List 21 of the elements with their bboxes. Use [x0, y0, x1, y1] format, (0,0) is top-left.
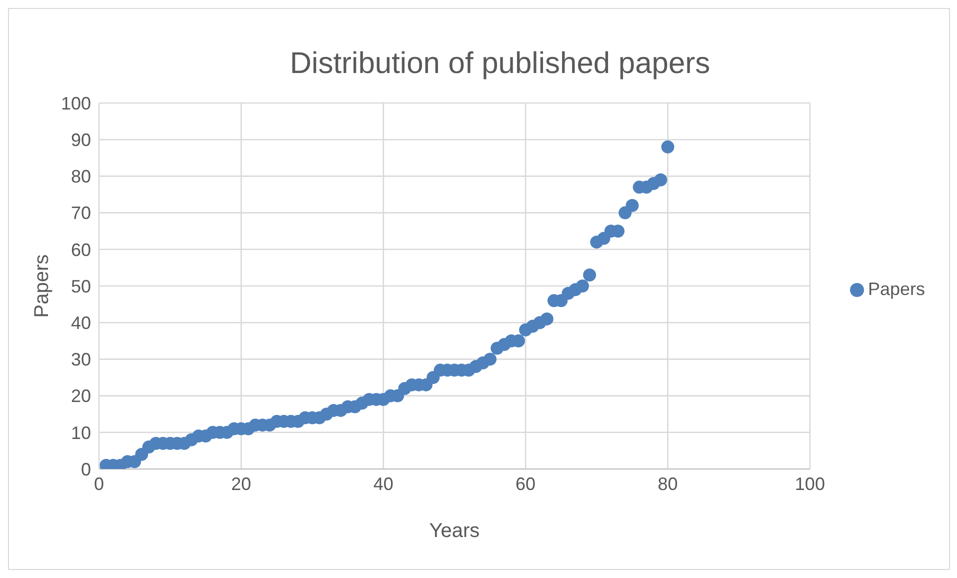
x-tick-label: 40 [373, 474, 394, 494]
y-tick-label: 90 [70, 130, 91, 150]
y-tick-label: 80 [70, 166, 91, 187]
y-tick-label: 20 [70, 386, 91, 406]
y-tick-label: 70 [70, 203, 91, 224]
x-tick-label: 100 [794, 474, 825, 494]
x-tick-label: 80 [658, 474, 678, 494]
y-tick-label: 30 [70, 350, 91, 370]
y-tick-label: 0 [80, 459, 91, 480]
x-tick-label: 60 [516, 474, 536, 494]
x-tick-label: 0 [94, 474, 104, 494]
y-tick-label: 50 [70, 276, 91, 296]
x-axis-title: Years [429, 520, 480, 542]
y-tick-label: 100 [60, 93, 91, 114]
chart-title: Distribution of published papers [288, 47, 712, 81]
y-tick-label: 40 [70, 312, 91, 333]
y-axis-title: Papers [31, 254, 54, 318]
y-tick-label: 60 [70, 240, 91, 260]
x-tick-label: 20 [231, 474, 252, 494]
legend-label: Papers [868, 278, 925, 298]
y-tick-label: 10 [70, 422, 91, 443]
